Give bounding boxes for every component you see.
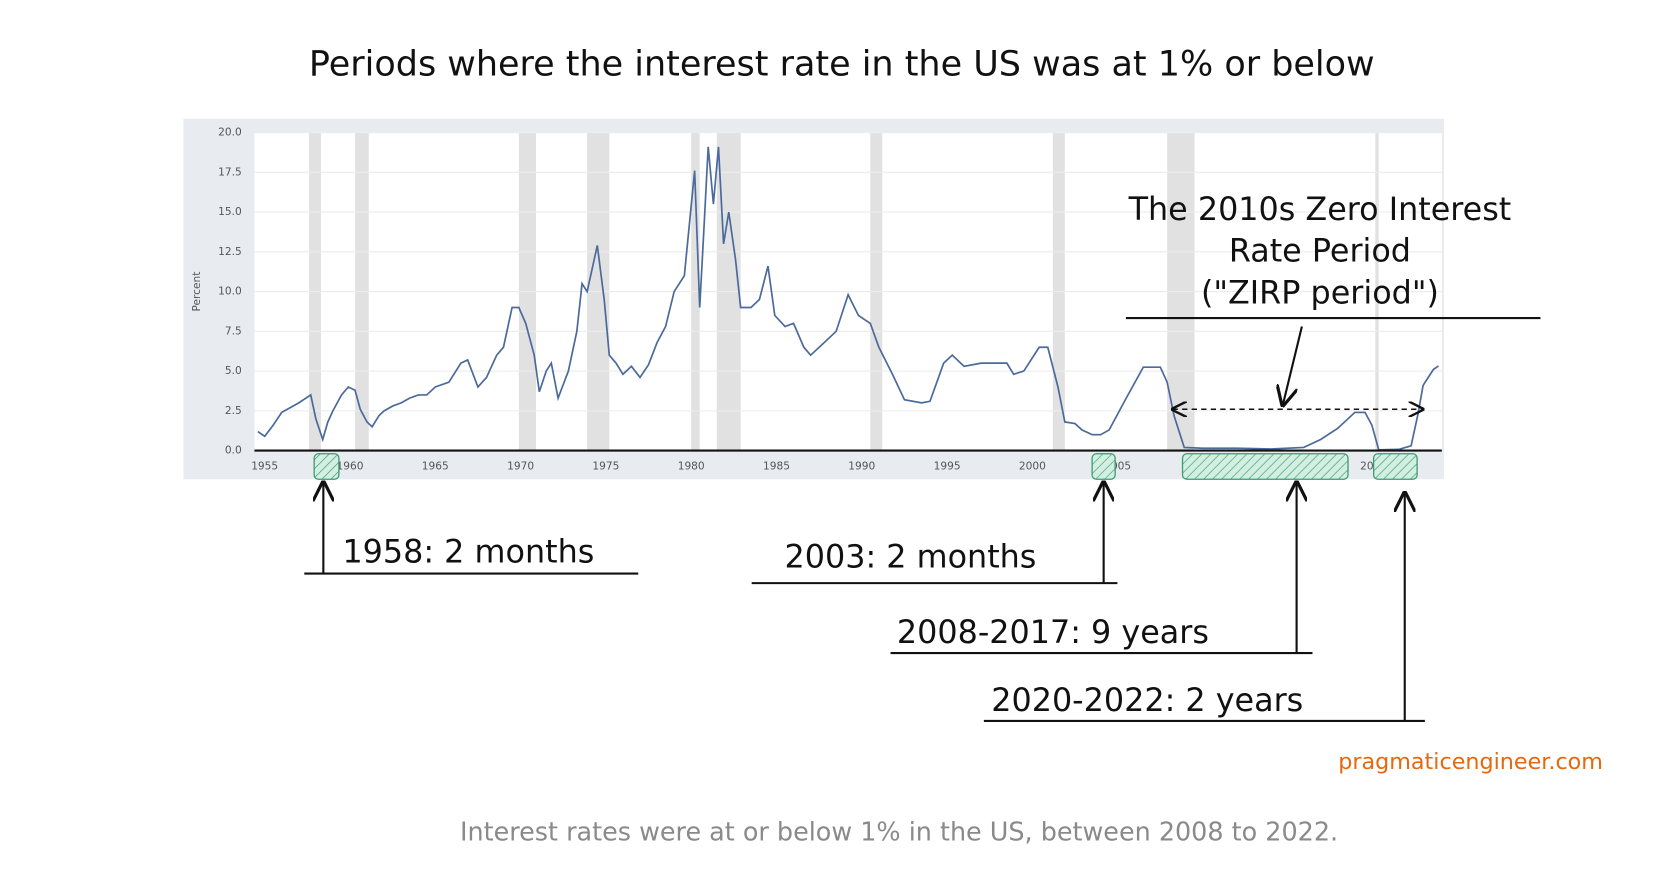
annotations: 1958: 2 months 2003: 2 months 2008-2017: 9… (304, 191, 1541, 723)
y-tick-label: 0.0 (225, 445, 242, 457)
caption: Interest rates were at or below 1% in th… (460, 816, 1338, 846)
annotation-label: 2020-2022: 2 years (991, 682, 1303, 719)
y-tick-label: 5.0 (225, 365, 242, 377)
zirp-note: Rate Period (1229, 232, 1411, 269)
y-tick-label: 17.5 (218, 166, 242, 178)
low-rate-period (313, 453, 340, 480)
zirp-note: ("ZIRP period") (1201, 275, 1439, 312)
annotation-label: 2003: 2 months (785, 539, 1037, 576)
chart-title: Periods where the interest rate in the U… (309, 45, 1375, 85)
rate-line (257, 146, 1439, 451)
annotation-label: 2008-2017: 9 years (897, 614, 1209, 651)
y-tick-label: 15.0 (218, 206, 242, 218)
x-tick-label: 1995 (934, 461, 961, 473)
y-tick-label: 2.5 (225, 405, 242, 417)
zirp-note: The 2010s Zero Interest (1128, 191, 1512, 228)
x-tick-label: 2000 (1019, 461, 1046, 473)
y-tick-label: 12.5 (218, 246, 242, 258)
y-tick-label: 7.5 (225, 325, 242, 337)
x-tick-label: 1985 (763, 461, 790, 473)
annotation-label: 1958: 2 months (342, 533, 594, 570)
plot: 0.0 2.5 5.0 7.5 10.0 12.5 15.0 17.5 20.0 1955 1960… (218, 127, 1442, 480)
source: pragmaticengineer.com (1338, 749, 1603, 775)
x-tick-label: 1975 (592, 461, 619, 473)
x-tick-label: 1960 (336, 461, 363, 473)
x-tick-label: 1990 (848, 461, 875, 473)
low-rate-period (1181, 453, 1349, 480)
x-tick-label: 1980 (678, 461, 705, 473)
y-tick-label: 10.0 (218, 286, 242, 298)
arrow (1283, 326, 1303, 405)
low-rate-period (1372, 453, 1418, 480)
x-tick-label: 1955 (251, 461, 278, 473)
y-axis-label: Percent (191, 272, 203, 312)
y-tick-label: 20.0 (218, 127, 242, 139)
x-tick-label: 1965 (422, 461, 449, 473)
x-tick-label: 1970 (507, 461, 534, 473)
low-rate-period (1091, 453, 1116, 480)
